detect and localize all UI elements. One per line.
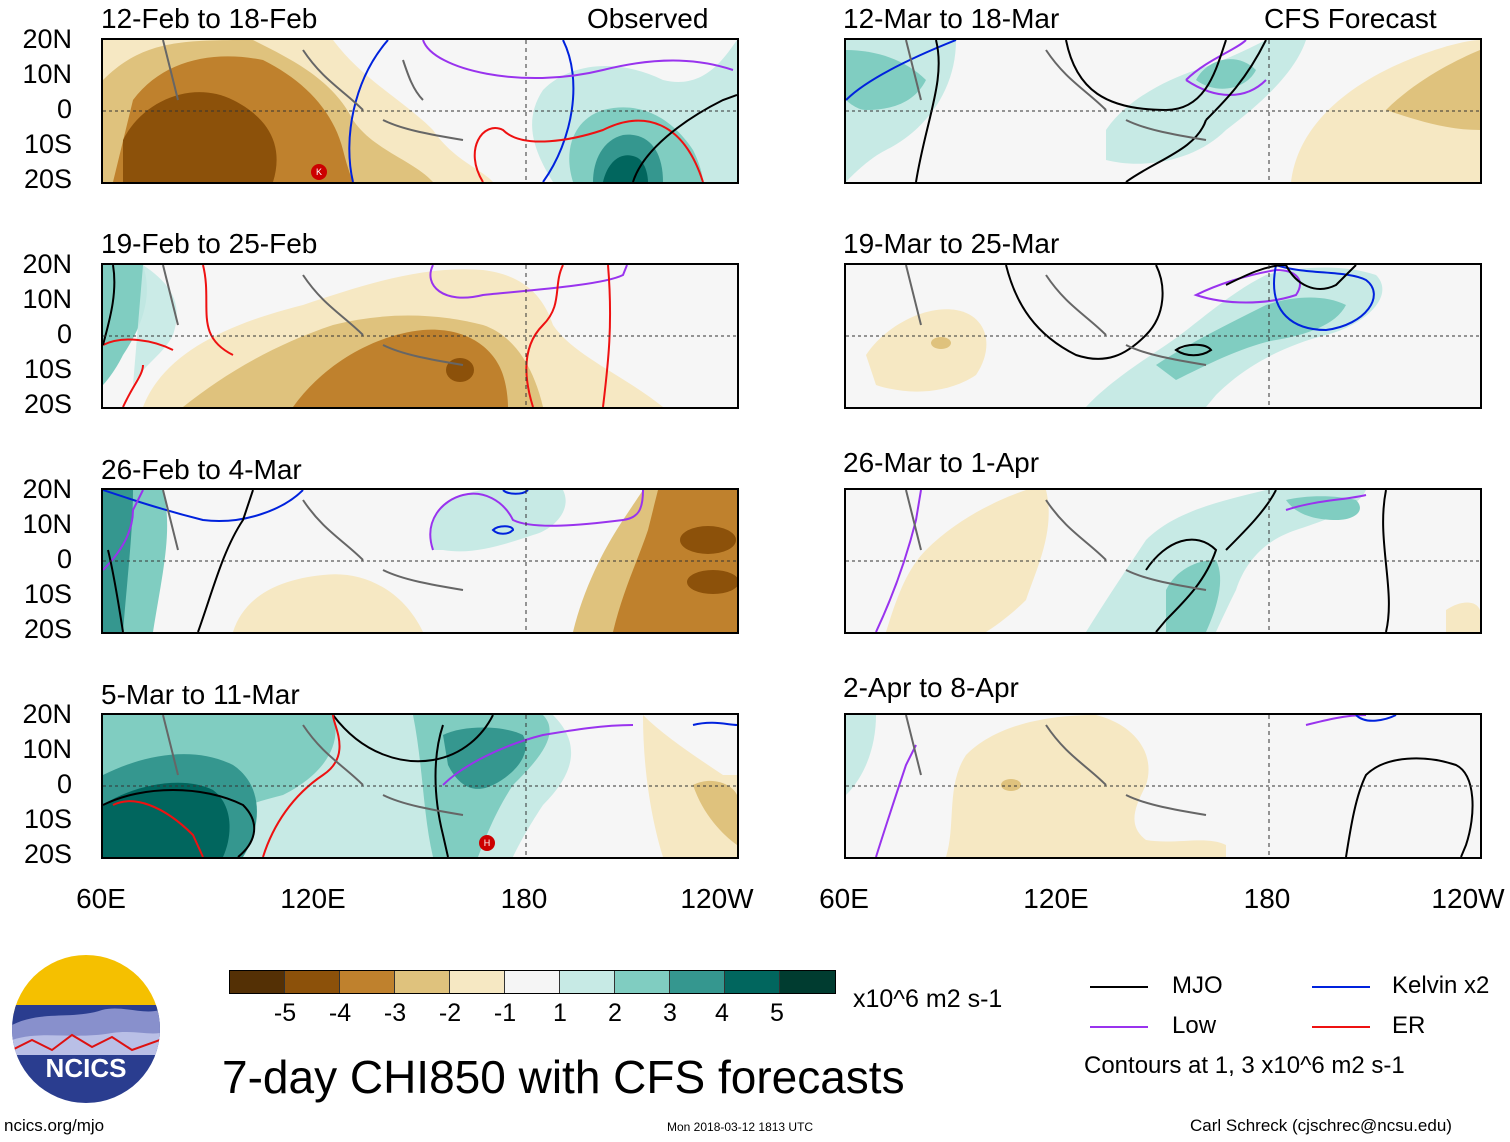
footer-url[interactable]: ncics.org/mjo [4, 1116, 105, 1135]
colorbar-tick: -2 [438, 999, 462, 1027]
legend-er-label: ER [1392, 1012, 1426, 1039]
lat-label: 20N [22, 24, 72, 54]
legend-low-line [1090, 1026, 1148, 1028]
colorbar [229, 970, 836, 994]
map-panel-4: H [101, 713, 739, 859]
logo-text: NCICS [45, 1053, 127, 1083]
lon-label: 120E [280, 883, 346, 914]
colorbar-tick: -3 [383, 999, 407, 1027]
legend-mjo-line [1090, 986, 1148, 988]
colorbar-swatch [780, 971, 835, 993]
panel-title-5: 12-Mar to 18-Mar [843, 3, 1060, 34]
forecast-label: CFS Forecast [1264, 3, 1437, 34]
colorbar-tick: -1 [493, 999, 517, 1027]
lon-label: 180 [1243, 883, 1291, 914]
observed-label: Observed [587, 3, 709, 34]
legend-er-line [1312, 1026, 1370, 1028]
lon-label: 60E [819, 883, 869, 914]
colorbar-swatch [560, 971, 615, 993]
colorbar-tick: 2 [608, 999, 622, 1027]
legend-kelvin-label: Kelvin x2 [1392, 972, 1490, 999]
colorbar-units: x10^6 m2 s-1 [853, 985, 1003, 1013]
colorbar-swatch [285, 971, 340, 993]
lon-label: 120E [1023, 883, 1089, 914]
lat-label: 10S [23, 804, 72, 834]
colorbar-swatch [450, 971, 505, 993]
panel-title-7: 26-Mar to 1-Apr [843, 447, 1040, 478]
lat-label: 20S [23, 164, 72, 194]
colorbar-swatch [670, 971, 725, 993]
colorbar-tick: -5 [273, 999, 297, 1027]
colorbar-tick: 1 [553, 999, 567, 1027]
colorbar-tick: -4 [328, 999, 352, 1027]
panel-title-3: 26-Feb to 4-Mar [101, 454, 302, 485]
colorbar-tick: 3 [663, 999, 677, 1027]
legend-mjo-label: MJO [1172, 972, 1223, 999]
lat-label: 10N [22, 734, 72, 764]
colorbar-swatch [340, 971, 395, 993]
footer-timestamp: Mon 2018-03-12 1813 UTC [667, 1120, 814, 1134]
map-panel-8 [844, 713, 1482, 859]
lon-label: 120W [680, 883, 754, 914]
lat-label: 0 [56, 544, 72, 574]
map-panel-2 [101, 263, 739, 409]
colorbar-swatch [230, 971, 285, 993]
lat-label: 20S [23, 389, 72, 419]
lat-label: 20S [23, 614, 72, 644]
panel-title-6: 19-Mar to 25-Mar [843, 228, 1060, 259]
legend-low-label: Low [1172, 1012, 1217, 1039]
lon-label: 180 [500, 883, 548, 914]
lat-label: 10N [22, 509, 72, 539]
lat-label: 0 [56, 94, 72, 124]
map-panel-1: K [101, 38, 739, 184]
lat-label: 10S [23, 579, 72, 609]
lat-label: 10N [22, 284, 72, 314]
map-panel-7 [844, 488, 1482, 634]
lat-label: 0 [56, 319, 72, 349]
legend-kelvin-line [1312, 986, 1370, 988]
map-panel-3 [101, 488, 739, 634]
footer-author: Carl Schreck (cjschrec@ncsu.edu) [1190, 1116, 1452, 1135]
ncics-logo: NCICS [12, 955, 160, 1103]
panel-title-8: 2-Apr to 8-Apr [843, 672, 1019, 703]
colorbar-tick: 4 [715, 999, 729, 1027]
lat-label: 10S [23, 354, 72, 384]
panel-title-1: 12-Feb to 18-Feb [101, 3, 318, 34]
lat-label: 20N [22, 249, 72, 279]
panel-title-4: 5-Mar to 11-Mar [101, 679, 300, 710]
lon-label: 120W [1431, 883, 1505, 914]
legend-note: Contours at 1, 3 x10^6 m2 s-1 [1084, 1052, 1405, 1079]
storm-marker-icon: H [479, 835, 495, 851]
lat-label: 20N [22, 474, 72, 504]
colorbar-tick: 5 [770, 999, 784, 1027]
colorbar-swatch [505, 971, 560, 993]
lat-label: 10N [22, 59, 72, 89]
lat-label: 20S [23, 839, 72, 869]
figure-title: 7-day CHI850 with CFS forecasts [222, 1051, 905, 1103]
storm-marker-icon: K [311, 164, 327, 180]
colorbar-swatch [725, 971, 780, 993]
colorbar-swatch [395, 971, 450, 993]
panel-title-2: 19-Feb to 25-Feb [101, 228, 318, 259]
lat-label: 20N [22, 699, 72, 729]
lon-label: 60E [76, 883, 126, 914]
lat-label: 10S [23, 129, 72, 159]
map-panel-5 [844, 38, 1482, 184]
map-panel-6 [844, 263, 1482, 409]
colorbar-swatch [615, 971, 670, 993]
lat-label: 0 [56, 769, 72, 799]
